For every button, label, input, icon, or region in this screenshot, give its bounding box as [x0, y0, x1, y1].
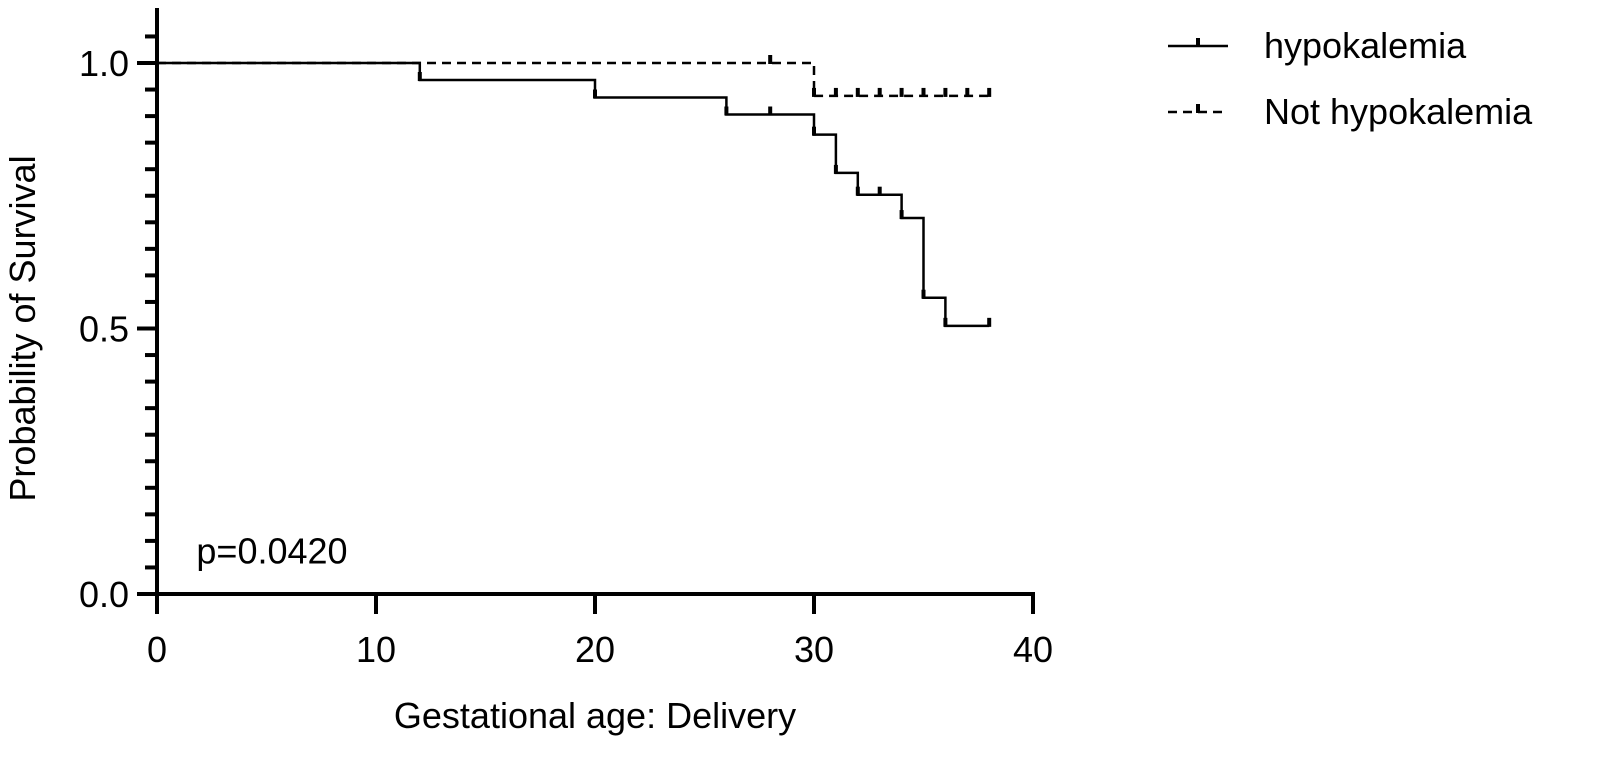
censor-mark [833, 164, 838, 174]
censor-mark [877, 87, 882, 97]
censor-mark [812, 126, 816, 136]
legend-swatch-censor-mark [1196, 104, 1200, 113]
ticks-group: 0 10 20 30 40 0.0 0.5 1.0 [79, 34, 1053, 670]
censor-mark [724, 106, 729, 116]
censor-mark [833, 87, 838, 97]
x-tick-label: 30 [794, 629, 834, 670]
legend: hypokalemia Not hypokalemia [1168, 25, 1533, 132]
censor-mark [855, 186, 860, 196]
y-axis-label: Probability of Survival [2, 155, 43, 501]
censor-mark [965, 87, 970, 97]
legend-label: hypokalemia [1264, 25, 1467, 66]
y-tick-label: 1.0 [79, 43, 129, 84]
x-tick-label: 20 [575, 629, 615, 670]
p-value-annotation: p=0.0420 [196, 531, 347, 572]
censor-mark [987, 317, 992, 327]
y-tick-label: 0.0 [79, 574, 129, 615]
censor-mark [899, 210, 904, 220]
censor-mark [768, 55, 773, 64]
x-tick-label: 10 [356, 629, 396, 670]
legend-swatch-censor-mark [1196, 38, 1200, 47]
censor-mark [417, 71, 422, 81]
x-axis-label: Gestational age: Delivery [394, 695, 796, 736]
censor-mark [877, 186, 882, 196]
censor-mark [855, 87, 860, 97]
censor-mark [768, 106, 773, 116]
censor-mark [593, 89, 597, 99]
legend-label: Not hypokalemia [1264, 91, 1533, 132]
censor-mark [943, 317, 948, 327]
y-tick-label: 0.5 [79, 309, 129, 350]
censor-mark [987, 87, 992, 97]
censor-mark [899, 87, 904, 97]
series-group [157, 55, 992, 328]
annotations-group: p=0.0420 [196, 531, 347, 572]
censor-mark [943, 87, 948, 97]
censor-mark [921, 87, 926, 97]
censor-mark [921, 289, 926, 299]
series-line [157, 61, 990, 328]
x-tick-label: 40 [1013, 629, 1053, 670]
x-tick-label: 0 [147, 629, 167, 670]
censor-mark [812, 87, 816, 97]
